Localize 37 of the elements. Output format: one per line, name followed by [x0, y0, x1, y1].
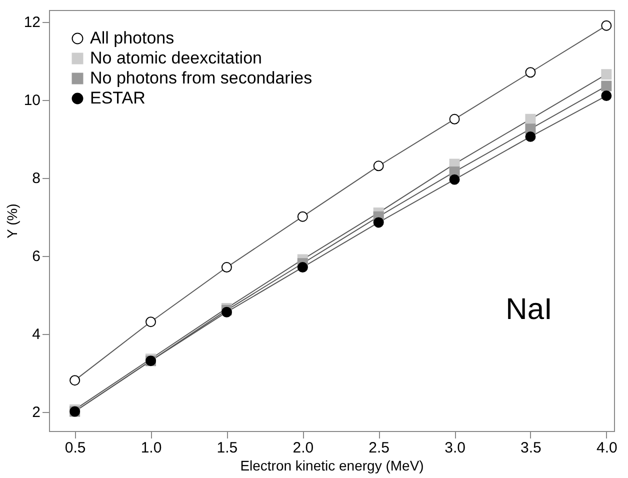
- y-tick-label: 12: [24, 14, 40, 32]
- point: [146, 316, 156, 328]
- point: [525, 114, 536, 124]
- annotation: NaI: [506, 293, 552, 326]
- legend-label: All photons: [90, 28, 174, 48]
- x-tick-label: 2.5: [368, 440, 390, 456]
- legend-label: No atomic deexcitation: [90, 48, 262, 68]
- point: [525, 131, 536, 142]
- x-tick-label: 0.5: [64, 440, 86, 456]
- y-tick-label: 2: [32, 404, 40, 422]
- y-tick-label: 4: [32, 326, 40, 344]
- x-tick-label: 4.0: [596, 440, 618, 456]
- x-tick-label: 1.0: [140, 440, 162, 456]
- point: [525, 67, 536, 78]
- point: [601, 69, 612, 80]
- point: [221, 262, 232, 273]
- x-tick-label: 2.0: [292, 440, 314, 456]
- legend-label: ESTAR: [90, 88, 146, 108]
- y-tick-label: 8: [32, 170, 40, 188]
- point: [449, 114, 460, 124]
- x-tick-label: 3.5: [520, 440, 542, 456]
- y-tick-label: 6: [32, 248, 40, 266]
- point: [297, 262, 308, 273]
- x-axis-title: Electron kinetic energy (MeV): [240, 458, 424, 474]
- point: [449, 174, 460, 185]
- point: [601, 80, 612, 92]
- point: [297, 211, 308, 222]
- point: [373, 160, 384, 172]
- point: [601, 20, 612, 31]
- y-axis-title: Y (%): [4, 204, 20, 238]
- point: [70, 375, 80, 386]
- y-tick-label: 10: [24, 92, 40, 110]
- point: [373, 217, 384, 228]
- x-tick-label: 3.0: [444, 440, 466, 456]
- legend-label: No photons from secondaries: [90, 68, 312, 88]
- x-tick-label: 1.5: [216, 440, 238, 456]
- point: [601, 90, 612, 101]
